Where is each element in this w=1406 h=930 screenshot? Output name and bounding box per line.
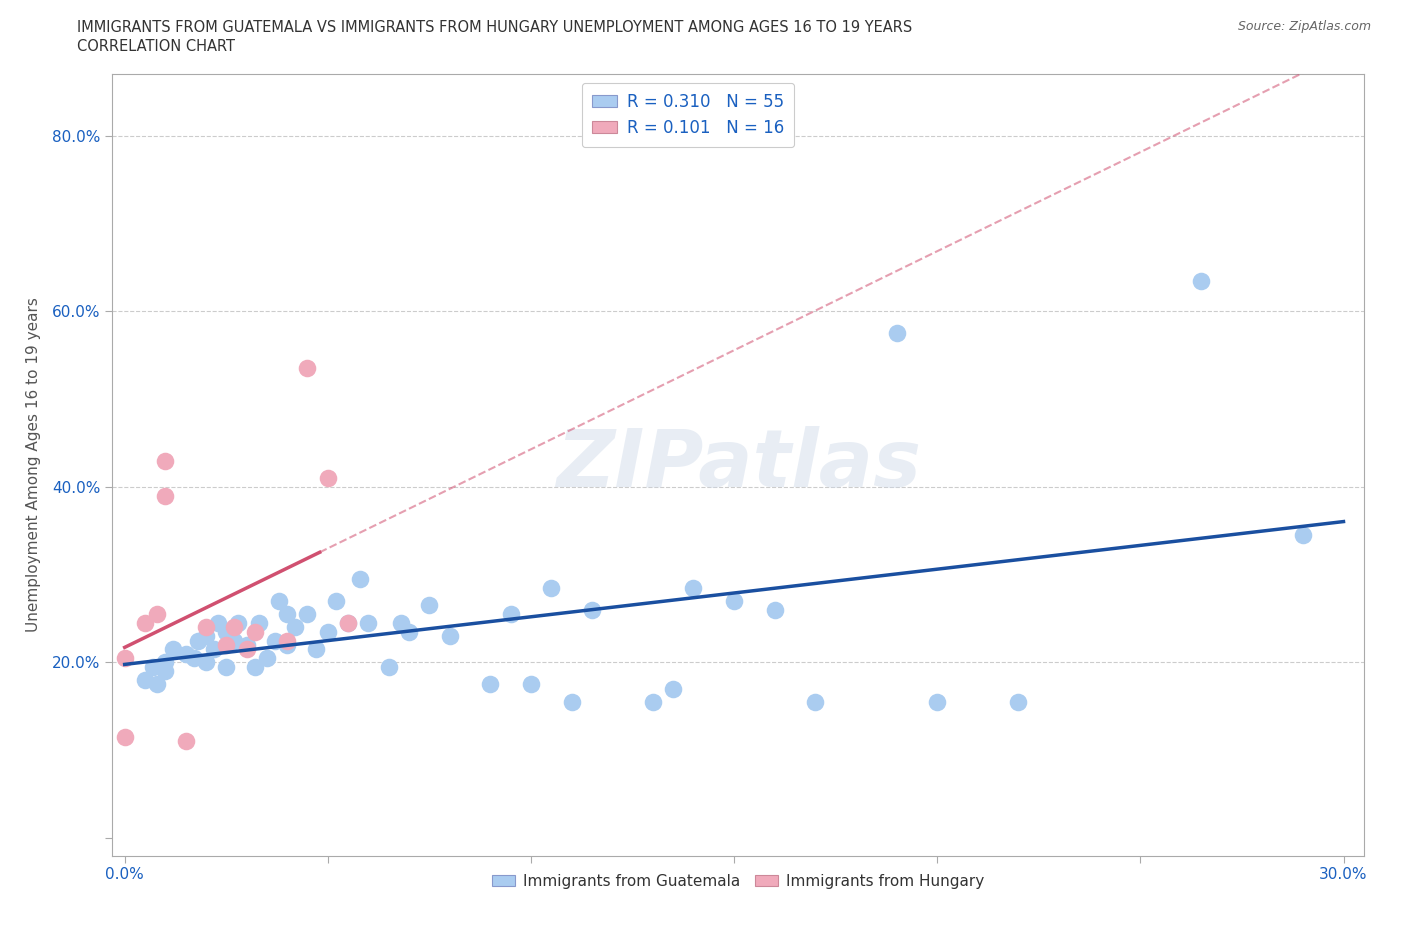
- Point: [194, 655, 217, 670]
- Point: [224, 620, 246, 635]
- Point: [662, 682, 685, 697]
- Point: [155, 488, 177, 503]
- Point: [520, 677, 543, 692]
- Point: [146, 677, 169, 692]
- Point: [174, 734, 197, 749]
- Point: [886, 326, 908, 340]
- Text: CORRELATION CHART: CORRELATION CHART: [77, 39, 235, 54]
- Point: [224, 633, 246, 648]
- Point: [215, 637, 238, 652]
- Point: [540, 580, 562, 595]
- Point: [215, 624, 238, 639]
- Point: [479, 677, 502, 692]
- Point: [389, 616, 412, 631]
- Point: [194, 620, 217, 635]
- Point: [641, 695, 664, 710]
- Point: [228, 616, 250, 631]
- Point: [215, 659, 238, 674]
- Y-axis label: Unemployment Among Ages 16 to 19 years: Unemployment Among Ages 16 to 19 years: [27, 298, 41, 632]
- Point: [155, 453, 177, 468]
- Point: [349, 572, 371, 587]
- Point: [134, 672, 156, 687]
- Point: [398, 624, 420, 639]
- Point: [243, 624, 266, 639]
- Point: [247, 616, 270, 631]
- Point: [561, 695, 583, 710]
- Legend: Immigrants from Guatemala, Immigrants from Hungary: Immigrants from Guatemala, Immigrants fr…: [486, 868, 990, 895]
- Point: [804, 695, 827, 710]
- Point: [134, 616, 156, 631]
- Point: [276, 633, 298, 648]
- Point: [297, 606, 319, 621]
- Point: [207, 616, 229, 631]
- Point: [1189, 273, 1212, 288]
- Point: [276, 606, 298, 621]
- Point: [114, 730, 136, 745]
- Text: ZIPatlas: ZIPatlas: [555, 426, 921, 504]
- Point: [155, 664, 177, 679]
- Point: [284, 620, 307, 635]
- Point: [723, 593, 745, 608]
- Point: [276, 637, 298, 652]
- Point: [183, 651, 205, 666]
- Point: [297, 361, 319, 376]
- Point: [235, 637, 257, 652]
- Point: [325, 593, 347, 608]
- Point: [499, 606, 522, 621]
- Point: [927, 695, 949, 710]
- Point: [316, 471, 339, 485]
- Point: [243, 659, 266, 674]
- Point: [682, 580, 704, 595]
- Text: IMMIGRANTS FROM GUATEMALA VS IMMIGRANTS FROM HUNGARY UNEMPLOYMENT AMONG AGES 16 : IMMIGRANTS FROM GUATEMALA VS IMMIGRANTS …: [77, 20, 912, 35]
- Point: [377, 659, 399, 674]
- Point: [155, 655, 177, 670]
- Point: [142, 659, 165, 674]
- Point: [304, 642, 326, 657]
- Point: [337, 616, 360, 631]
- Point: [194, 629, 217, 644]
- Point: [264, 633, 287, 648]
- Point: [337, 616, 360, 631]
- Point: [146, 606, 169, 621]
- Point: [763, 603, 786, 618]
- Point: [114, 651, 136, 666]
- Point: [174, 646, 197, 661]
- Text: Source: ZipAtlas.com: Source: ZipAtlas.com: [1237, 20, 1371, 33]
- Point: [187, 633, 209, 648]
- Point: [581, 603, 603, 618]
- Point: [235, 642, 257, 657]
- Point: [418, 598, 440, 613]
- Point: [267, 593, 290, 608]
- Point: [162, 642, 184, 657]
- Point: [1292, 528, 1315, 543]
- Point: [1007, 695, 1029, 710]
- Point: [439, 629, 461, 644]
- Point: [256, 651, 278, 666]
- Point: [316, 624, 339, 639]
- Point: [202, 642, 225, 657]
- Point: [357, 616, 380, 631]
